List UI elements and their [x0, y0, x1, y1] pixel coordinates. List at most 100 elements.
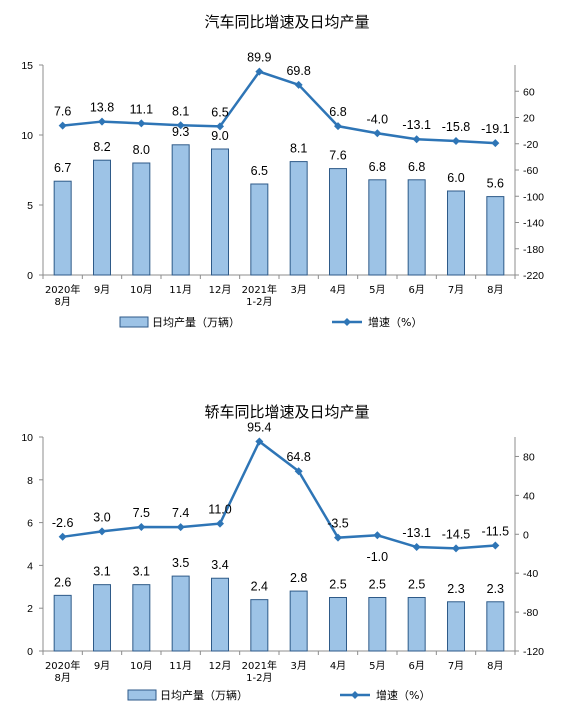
x-tick-label: 2021年 1-2月 [242, 283, 277, 308]
bar [93, 584, 111, 652]
x-tick-label: 2020年 8月 [45, 659, 80, 684]
bar-data-label: 8.0 [133, 143, 150, 157]
line-point [216, 122, 224, 131]
bar-data-label: 8.2 [93, 140, 110, 154]
line-point [294, 467, 303, 476]
line-point [137, 522, 146, 531]
bar-data-label: 6.8 [408, 160, 425, 174]
line-point [137, 119, 146, 128]
growth-line [62, 439, 496, 550]
bar [250, 183, 269, 276]
line-point [255, 437, 264, 446]
growth-line [62, 70, 496, 145]
bar [132, 584, 151, 652]
x-tick-label: 9月 [94, 660, 110, 672]
right-tick-label: -220 [523, 270, 544, 282]
x-tick-label: 11月 [169, 284, 192, 296]
line-data-label: 7.5 [133, 506, 150, 520]
legend-line-label: 增速（%） [376, 688, 430, 702]
bar [368, 179, 387, 276]
x-tick-label: 10月 [130, 284, 153, 296]
x-tick-label: 12月 [209, 660, 232, 672]
line-data-label: -1.0 [367, 550, 389, 564]
left-tick-label: 8 [27, 475, 33, 487]
bar [486, 601, 505, 652]
bar-data-label: 2.8 [290, 571, 307, 585]
chart-title: 汽车同比增速及日均产量 [204, 13, 369, 31]
x-tick-label: 8月 [487, 284, 503, 296]
legend-line-marker [343, 318, 351, 326]
x-tick-label: 8月 [487, 660, 503, 672]
line-data-label: 6.8 [329, 105, 346, 119]
right-tick-label: -80 [523, 607, 538, 619]
line-data-label: 7.4 [172, 506, 189, 520]
chart-sedan: 轿车同比增速及日均产量 0 2 4 6 8 10 -120 -80 -40 0 40 80 2020年 8… [21, 403, 544, 702]
right-tick-label: 80 [523, 451, 535, 463]
right-tick-label: -60 [523, 165, 538, 177]
x-tick-label: 3月 [290, 660, 306, 672]
line-point [216, 519, 224, 528]
bar-data-label: 3.4 [211, 558, 228, 572]
bar [368, 597, 387, 652]
left-tick-label: 15 [21, 60, 33, 72]
line-data-label: 3.0 [93, 510, 110, 524]
line-data-label: 11.0 [208, 503, 231, 517]
bar [171, 144, 190, 276]
line-data-label: 69.8 [286, 64, 310, 78]
bar [407, 179, 426, 276]
bar [211, 148, 229, 276]
line-data-label: 89.9 [247, 51, 271, 65]
line-point [373, 531, 382, 540]
chart-car: 汽车同比增速及日均产量 0 5 10 15 -220 -180 -140 -100 -60 -20… [21, 13, 544, 329]
bar [447, 601, 465, 652]
bar-data-label: 6.0 [447, 171, 464, 185]
right-tick-label: -180 [523, 244, 544, 256]
line-point [491, 541, 500, 550]
bar [171, 575, 190, 652]
x-tick-label: 11月 [169, 660, 192, 672]
line-data-label: -11.5 [482, 524, 510, 538]
line-point [334, 122, 342, 131]
bar-data-label: 2.3 [447, 582, 464, 596]
line-point [58, 532, 67, 541]
bar-data-label: 6.7 [54, 161, 71, 175]
line-data-label: 8.1 [172, 104, 189, 118]
x-tick-label: 9月 [94, 284, 110, 296]
left-tick-label: 0 [27, 270, 33, 282]
legend-line-marker [351, 691, 359, 699]
bar-data-label: 8.1 [290, 142, 307, 156]
bar-data-label: 2.5 [329, 578, 346, 592]
bar [250, 599, 269, 652]
left-tick-label: 10 [21, 130, 33, 142]
chart-title: 轿车同比增速及日均产量 [204, 403, 369, 421]
bar [93, 159, 111, 276]
x-tick-label: 7月 [448, 284, 464, 296]
legend-bar-label: 日均产量（万辆） [152, 315, 240, 329]
bar-data-label: 6.5 [251, 164, 268, 178]
line-data-label: 13.8 [90, 101, 114, 115]
line-data-label: -14.5 [442, 527, 471, 541]
x-tick-label: 2020年 8月 [45, 283, 80, 308]
bar-data-label: 2.4 [251, 580, 268, 594]
line-point [373, 129, 382, 138]
line-point [294, 80, 303, 89]
line-data-label: 6.5 [211, 105, 228, 119]
bar [53, 180, 72, 276]
bar [289, 590, 308, 652]
line-data-label: -15.8 [442, 120, 471, 134]
line-point [412, 135, 421, 144]
line-data-label: -2.6 [52, 516, 74, 530]
line-data-label: -4.0 [367, 112, 389, 126]
left-tick-label: 0 [27, 646, 33, 658]
x-tick-label: 6月 [408, 660, 424, 672]
bar [407, 597, 426, 652]
legend-line-label: 增速（%） [368, 315, 422, 329]
right-tick-label: -100 [523, 191, 544, 203]
line-data-label: 7.6 [54, 105, 71, 119]
bar-data-label: 5.6 [487, 177, 504, 191]
x-tick-label: 5月 [369, 660, 385, 672]
line-data-label: -3.5 [327, 517, 349, 531]
line-point [58, 121, 67, 130]
bar-data-label: 3.1 [93, 565, 110, 579]
